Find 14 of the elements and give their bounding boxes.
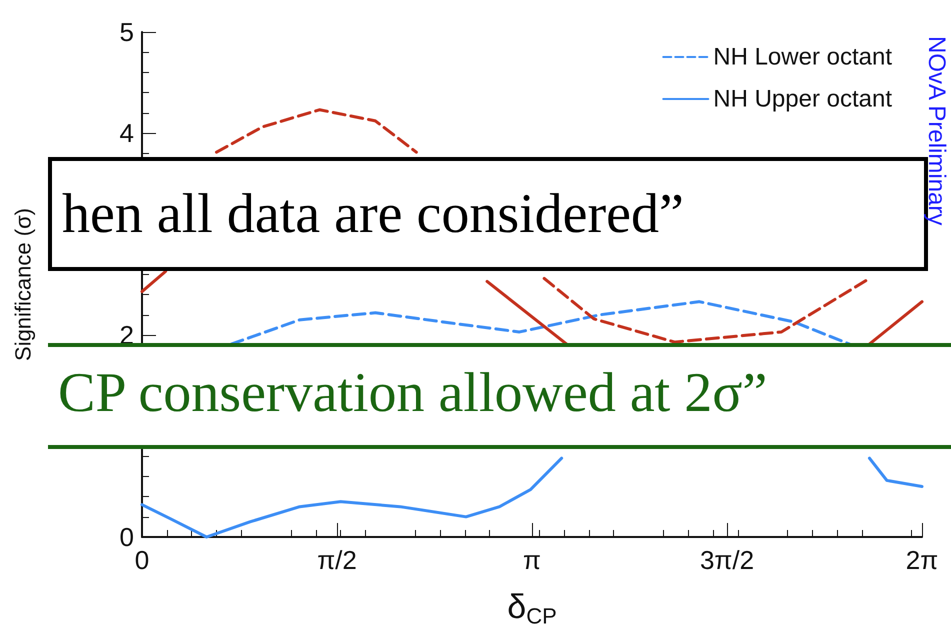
x-tick-label: π: [523, 545, 541, 575]
legend-label: NH Lower octant: [713, 44, 892, 70]
x-tick-label: 2π: [906, 545, 938, 575]
y-tick-label: 0: [120, 522, 134, 552]
text-banner: CP conservation allowed at 2σ”: [48, 343, 951, 449]
line-series: [230, 300, 852, 346]
y-tick-label: 4: [120, 118, 134, 148]
legend-label: NH Upper octant: [713, 86, 892, 112]
annotation: hen all data are considered”: [62, 182, 684, 246]
annotation: CP conservation allowed at 2σ”: [58, 361, 768, 425]
y-tick-label: 5: [120, 17, 134, 47]
y-axis-title: Significance (σ): [10, 208, 36, 361]
x-tick-label: π/2: [317, 545, 357, 575]
x-tick-label: 3π/2: [700, 545, 754, 575]
